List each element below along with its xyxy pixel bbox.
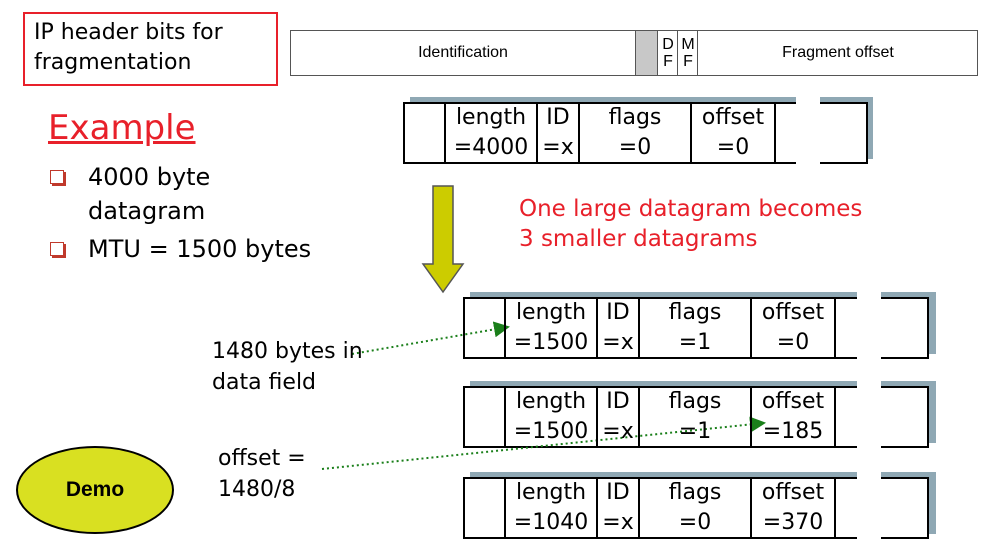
id-field: ID =x (598, 478, 638, 538)
id-field: ID =x (598, 298, 638, 358)
offset-field: offset =0 (752, 298, 834, 358)
fragment-2: length =1500 ID =x flags =1 offset =185 (464, 387, 928, 447)
offset-annotation: offset = 1480/8 (218, 443, 306, 505)
length-label: length (515, 389, 587, 414)
fragment-1: length =1500 ID =x flags =1 offset =0 (464, 298, 928, 358)
offset-pointer (321, 416, 766, 470)
fragment-3-shape (463, 470, 936, 540)
offset-value: =0 (716, 135, 750, 160)
offset-field: offset =0 (692, 103, 774, 163)
bullet-datagram-size: 4000 byte datagram (50, 160, 310, 230)
id-field: ID =x (598, 387, 638, 447)
id-value: =x (602, 419, 634, 444)
offset-field: offset =185 (752, 387, 834, 447)
flags-field: flags =0 (640, 478, 750, 538)
original-datagram: length =4000 ID =x flags =0 offset =0 (404, 103, 867, 163)
offset-label: offset (761, 480, 825, 505)
length-label: length (515, 300, 587, 325)
bullet-mtu-text: MTU = 1500 bytes (88, 235, 312, 263)
flags-label: flags (668, 389, 722, 414)
ip-header-label-box: IP header bits for fragmentation (23, 12, 278, 86)
id-label: ID (606, 389, 630, 414)
ip-header-label-line1: IP header bits for (34, 20, 223, 45)
flags-label: flags (668, 300, 722, 325)
offset-value: =185 (762, 419, 824, 444)
fragment-3: length =1040 ID =x flags =0 offset =370 (464, 478, 928, 538)
offset-line2: 1480/8 (218, 477, 296, 502)
data-field-annotation: 1480 bytes in data field (212, 336, 363, 398)
length-value: =4000 (453, 135, 529, 160)
bullet-mtu: MTU = 1500 bytes (50, 232, 350, 266)
offset-line1: offset = (218, 446, 306, 471)
length-field: length =1500 (506, 387, 596, 447)
bullet-datagram-line2: datagram (88, 197, 206, 225)
df-bit: D F (657, 31, 678, 75)
ip-header-label-line2: fragmentation (34, 50, 192, 75)
ip-header-bit-layout: Identification D F M F Fragment offset (290, 30, 978, 76)
mf-bit: M F (677, 31, 698, 75)
id-field: ID =x (538, 103, 578, 163)
caption-line2: 3 smaller datagrams (519, 226, 758, 252)
reserved-bit (635, 31, 658, 75)
fragment-offset-field: Fragment offset (697, 31, 978, 75)
bullet-icon (50, 242, 64, 256)
flags-field: flags =0 (580, 103, 690, 163)
flags-value: =1 (678, 419, 712, 444)
flags-field: flags =1 (640, 387, 750, 447)
original-datagram-shape (403, 95, 873, 165)
length-value: =1040 (513, 510, 589, 535)
flags-value: =1 (678, 330, 712, 355)
id-value: =x (602, 330, 634, 355)
fragmentation-caption: One large datagram becomes 3 smaller dat… (519, 194, 862, 254)
length-field: length =4000 (446, 103, 536, 163)
down-arrow-icon (421, 185, 465, 294)
flags-field: flags =1 (640, 298, 750, 358)
offset-value: =0 (776, 330, 810, 355)
fragment-2-shape (463, 379, 936, 449)
offset-field: offset =370 (752, 478, 834, 538)
offset-label: offset (701, 105, 765, 130)
fragment-1-shape (463, 290, 936, 360)
example-title: Example (48, 108, 196, 148)
offset-label: offset (761, 300, 825, 325)
length-label: length (515, 480, 587, 505)
data-field-line1: 1480 bytes in (212, 339, 363, 364)
length-field: length =1040 (506, 478, 596, 538)
bullet-datagram-line1: 4000 byte (88, 163, 211, 191)
identification-field: Identification (418, 44, 508, 61)
id-value: =x (542, 135, 574, 160)
id-value: =x (602, 510, 634, 535)
flags-value: =0 (678, 510, 712, 535)
caption-line1: One large datagram becomes (519, 196, 863, 222)
length-field: length =1500 (506, 298, 596, 358)
demo-button[interactable]: Demo (16, 446, 174, 534)
flags-label: flags (668, 480, 722, 505)
mf-bit-letter-2: F (683, 53, 693, 70)
flags-value: =0 (618, 135, 652, 160)
length-label: length (455, 105, 527, 130)
offset-value: =370 (762, 510, 824, 535)
length-value: =1500 (513, 419, 589, 444)
offset-label: offset (761, 389, 825, 414)
df-bit-letter-2: F (663, 53, 673, 70)
flags-label: flags (608, 105, 662, 130)
length-value: =1500 (513, 330, 589, 355)
mf-bit-letter-1: M (681, 36, 695, 53)
id-label: ID (546, 105, 570, 130)
df-bit-letter-1: D (662, 36, 674, 53)
bullet-icon (50, 170, 64, 184)
id-label: ID (606, 480, 630, 505)
data-field-line2: data field (212, 370, 317, 395)
data-field-pointer (351, 321, 510, 355)
id-label: ID (606, 300, 630, 325)
